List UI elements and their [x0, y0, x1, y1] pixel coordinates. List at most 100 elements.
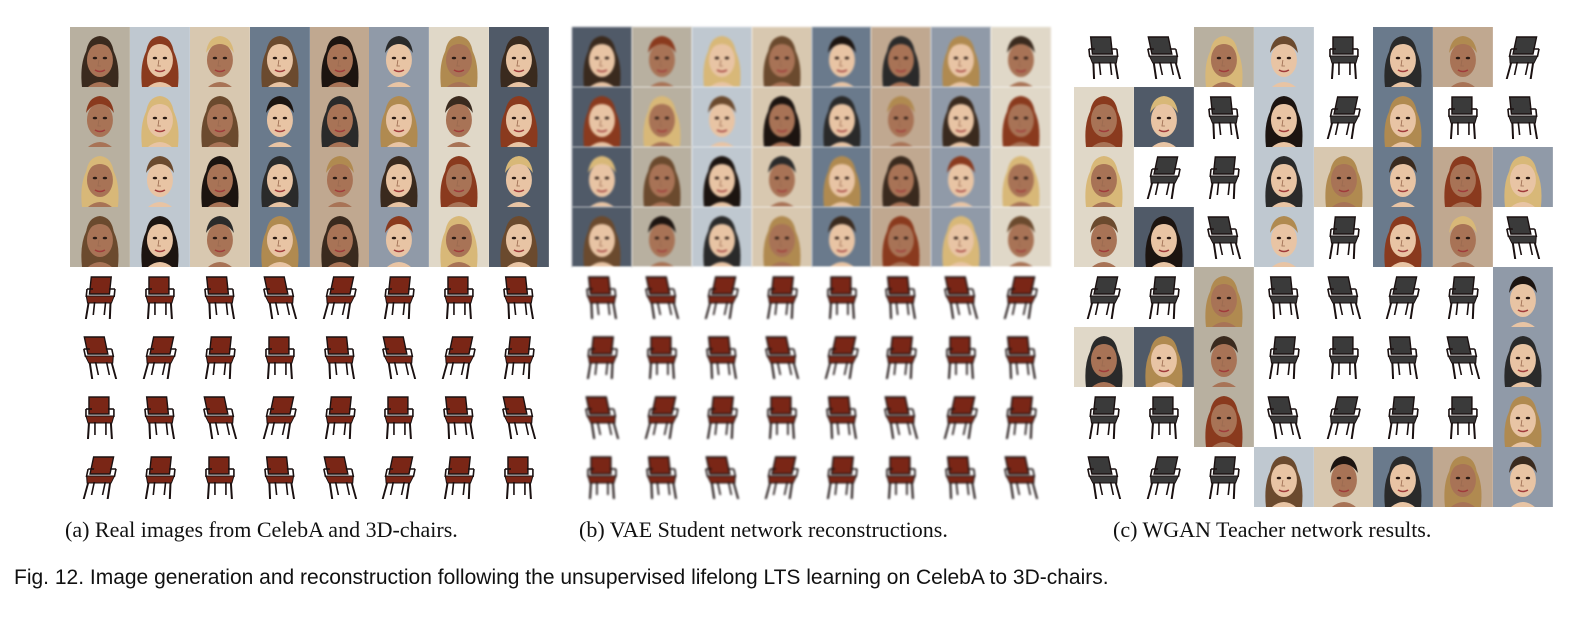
face-image — [309, 147, 370, 207]
chair-image — [1313, 267, 1374, 327]
face-image — [931, 147, 992, 207]
face-image — [249, 87, 310, 147]
chair-image — [309, 447, 370, 507]
face-image — [70, 207, 130, 267]
chair-image — [1433, 327, 1494, 387]
chair-image — [691, 447, 752, 507]
face-image — [1493, 387, 1553, 447]
chair-image — [991, 387, 1051, 447]
chair-image — [129, 387, 190, 447]
face-image — [1373, 87, 1434, 147]
chair-image — [1133, 447, 1194, 507]
chair-image — [1433, 267, 1494, 327]
face-image — [70, 27, 130, 87]
chair-image — [249, 387, 310, 447]
chair-image — [991, 447, 1051, 507]
face-image — [1074, 327, 1134, 387]
face-image — [1373, 27, 1434, 87]
chair-image — [991, 267, 1051, 327]
chair-image — [369, 327, 430, 387]
face-image — [691, 87, 752, 147]
chair-image — [189, 327, 250, 387]
chair-image — [429, 327, 490, 387]
face-image — [572, 27, 632, 87]
face-image — [369, 27, 430, 87]
chair-image — [1253, 267, 1314, 327]
chair-image — [572, 387, 632, 447]
face-image — [429, 27, 490, 87]
chair-image — [1133, 267, 1194, 327]
chair-image — [931, 327, 992, 387]
chair-image — [1313, 27, 1374, 87]
chair-image — [1193, 447, 1254, 507]
face-image — [991, 27, 1051, 87]
face-image — [489, 147, 549, 207]
face-image — [1253, 447, 1314, 507]
face-image — [811, 147, 872, 207]
chair-image — [572, 447, 632, 507]
chair-image — [751, 327, 812, 387]
chair-image — [1193, 87, 1254, 147]
chair-image — [489, 327, 549, 387]
face-image — [369, 147, 430, 207]
face-image — [429, 147, 490, 207]
face-image — [70, 147, 130, 207]
face-image — [309, 207, 370, 267]
subcaption-c: (c) WGAN Teacher network results. — [1113, 517, 1432, 542]
face-image — [309, 27, 370, 87]
real-images-grid — [70, 27, 549, 507]
chair-image — [631, 447, 692, 507]
face-image — [871, 27, 932, 87]
chair-image — [429, 387, 490, 447]
chair-image — [1493, 207, 1553, 267]
face-image — [1193, 327, 1254, 387]
face-image — [631, 207, 692, 267]
face-image — [429, 207, 490, 267]
chair-image — [1133, 27, 1194, 87]
face-image — [991, 207, 1051, 267]
chair-image — [631, 387, 692, 447]
chair-image — [871, 267, 932, 327]
chair-image — [931, 387, 992, 447]
chair-image — [1253, 387, 1314, 447]
face-image — [429, 87, 490, 147]
chair-image — [1074, 27, 1134, 87]
subcaption-b: (b) VAE Student network reconstructions. — [579, 517, 948, 542]
chair-image — [189, 267, 250, 327]
chair-image — [572, 267, 632, 327]
chair-image — [751, 387, 812, 447]
face-image — [751, 27, 812, 87]
face-image — [1193, 387, 1254, 447]
chair-image — [1493, 87, 1553, 147]
chair-image — [1193, 147, 1254, 207]
face-image — [249, 27, 310, 87]
face-image — [1074, 147, 1134, 207]
chair-image — [129, 447, 190, 507]
chair-image — [931, 267, 992, 327]
face-image — [991, 87, 1051, 147]
subcaption-a: (a) Real images from CelebA and 3D-chair… — [65, 517, 458, 542]
face-image — [489, 87, 549, 147]
face-image — [1193, 27, 1254, 87]
chair-image — [871, 387, 932, 447]
chair-image — [1313, 327, 1374, 387]
face-image — [811, 27, 872, 87]
face-image — [1074, 207, 1134, 267]
face-image — [489, 27, 549, 87]
face-image — [751, 207, 812, 267]
chair-image — [309, 267, 370, 327]
face-image — [811, 87, 872, 147]
face-image — [369, 87, 430, 147]
chair-image — [429, 267, 490, 327]
chair-image — [1433, 387, 1494, 447]
face-image — [1253, 207, 1314, 267]
chair-image — [572, 327, 632, 387]
face-image — [871, 147, 932, 207]
chair-image — [1313, 207, 1374, 267]
chair-image — [1193, 207, 1254, 267]
chair-image — [1373, 267, 1434, 327]
face-image — [1433, 447, 1494, 507]
face-image — [691, 207, 752, 267]
chair-image — [1074, 447, 1134, 507]
face-image — [691, 27, 752, 87]
